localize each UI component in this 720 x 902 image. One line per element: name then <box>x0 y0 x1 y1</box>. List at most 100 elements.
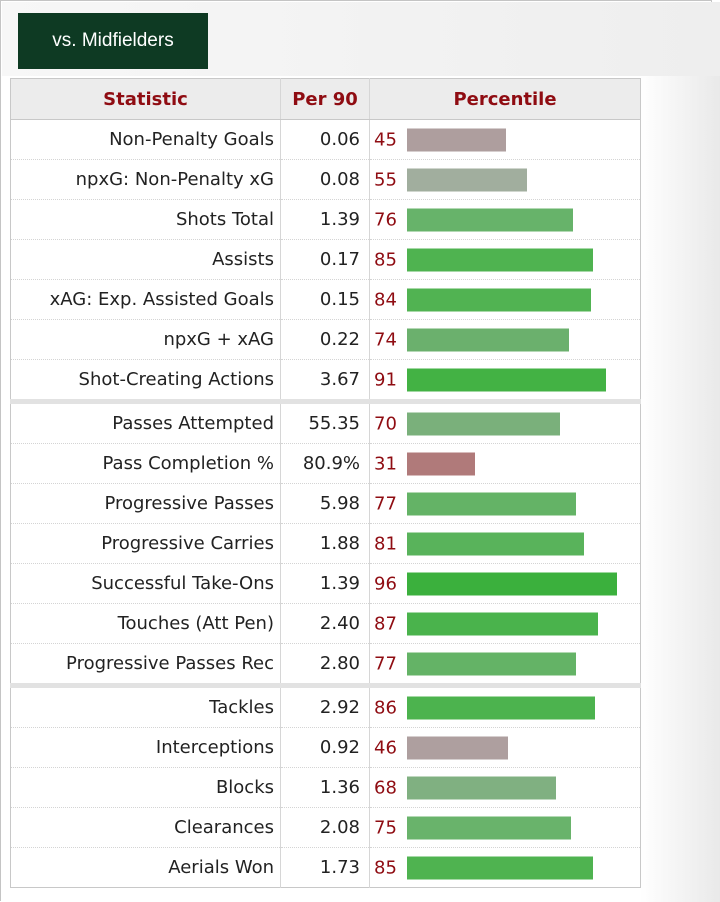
percentile-cell: 85 <box>369 847 641 888</box>
percentile-cell: 96 <box>369 563 641 604</box>
percentile-bar <box>407 856 593 879</box>
per-90-cell: 0.08 <box>280 159 370 200</box>
stat-name-cell: Assists <box>10 239 281 280</box>
percentile-cell: 84 <box>369 279 641 320</box>
stat-name-cell: Clearances <box>10 807 281 848</box>
table-row: Shot-Creating Actions 3.67 91 <box>10 359 641 402</box>
tab-vs-midfielders[interactable]: vs. Midfielders <box>18 13 208 69</box>
table-row: Clearances 2.08 75 <box>10 807 641 848</box>
percentile-value: 45 <box>374 129 397 150</box>
percentile-cell: 76 <box>369 199 641 240</box>
percentile-bar <box>407 532 584 555</box>
percentile-cell: 86 <box>369 683 641 728</box>
percentile-value: 74 <box>374 329 397 350</box>
stat-name-cell: xAG: Exp. Assisted Goals <box>10 279 281 320</box>
percentile-bar <box>407 288 591 311</box>
stat-name-cell: Touches (Att Pen) <box>10 603 281 644</box>
stat-name-cell: Successful Take-Ons <box>10 563 281 604</box>
table-row: npxG: Non-Penalty xG 0.08 55 <box>10 159 641 200</box>
table-row: xAG: Exp. Assisted Goals 0.15 84 <box>10 279 641 320</box>
table-row: Non-Penalty Goals 0.06 45 <box>10 119 641 160</box>
table-row: Successful Take-Ons 1.39 96 <box>10 563 641 604</box>
header-statistic[interactable]: Statistic <box>10 78 281 120</box>
percentile-bar <box>407 572 617 595</box>
percentile-cell: 70 <box>369 399 641 444</box>
stat-name-cell: npxG: Non-Penalty xG <box>10 159 281 200</box>
stat-name-cell: Interceptions <box>10 727 281 768</box>
percentile-value: 85 <box>374 857 397 878</box>
percentile-bar <box>407 208 573 231</box>
table-row: Assists 0.17 85 <box>10 239 641 280</box>
percentile-value: 86 <box>374 697 397 718</box>
stat-name-cell: Passes Attempted <box>10 399 281 444</box>
table-header-row: Statistic Per 90 Percentile <box>10 78 641 120</box>
stat-name-cell: Non-Penalty Goals <box>10 119 281 160</box>
per-90-cell: 1.39 <box>280 199 370 240</box>
stat-name-cell: Blocks <box>10 767 281 808</box>
stat-name-cell: npxG + xAG <box>10 319 281 360</box>
percentile-value: 84 <box>374 289 397 310</box>
table-row: Interceptions 0.92 46 <box>10 727 641 768</box>
percentile-value: 87 <box>374 613 397 634</box>
stat-name-cell: Shots Total <box>10 199 281 240</box>
stat-name-cell: Progressive Passes <box>10 483 281 524</box>
per-90-cell: 1.39 <box>280 563 370 604</box>
header-per-90[interactable]: Per 90 <box>280 78 370 120</box>
percentile-bar <box>407 368 606 391</box>
per-90-cell: 1.73 <box>280 847 370 888</box>
percentile-value: 68 <box>374 777 397 798</box>
percentile-bar <box>407 248 593 271</box>
percentile-bar <box>407 492 576 515</box>
table-row: Progressive Carries 1.88 81 <box>10 523 641 564</box>
percentile-cell: 55 <box>369 159 641 200</box>
percentile-value: 75 <box>374 817 397 838</box>
per-90-cell: 2.08 <box>280 807 370 848</box>
table-row: Blocks 1.36 68 <box>10 767 641 808</box>
percentile-bar <box>407 328 569 351</box>
table-row: Aerials Won 1.73 85 <box>10 847 641 888</box>
per-90-cell: 0.92 <box>280 727 370 768</box>
percentile-value: 85 <box>374 249 397 270</box>
stat-name-cell: Tackles <box>10 683 281 728</box>
table-row: Progressive Passes Rec 2.80 77 <box>10 643 641 686</box>
per-90-cell: 0.06 <box>280 119 370 160</box>
percentile-bar <box>407 412 560 435</box>
table-body: Non-Penalty Goals 0.06 45 npxG: Non-Penalty… <box>10 119 641 888</box>
percentile-cell: 81 <box>369 523 641 564</box>
percentile-bar <box>407 168 527 191</box>
percentile-cell: 68 <box>369 767 641 808</box>
percentile-cell: 87 <box>369 603 641 644</box>
percentile-cell: 85 <box>369 239 641 280</box>
percentile-bar <box>407 128 506 151</box>
percentile-bar <box>407 652 576 675</box>
percentile-cell: 75 <box>369 807 641 848</box>
percentile-cell: 46 <box>369 727 641 768</box>
panel-shadow <box>640 76 720 902</box>
per-90-cell: 2.92 <box>280 683 370 728</box>
per-90-cell: 3.67 <box>280 359 370 402</box>
percentile-bar <box>407 816 571 839</box>
per-90-cell: 2.80 <box>280 643 370 686</box>
percentile-cell: 31 <box>369 443 641 484</box>
percentile-value: 46 <box>374 737 397 758</box>
per-90-cell: 0.17 <box>280 239 370 280</box>
per-90-cell: 80.9% <box>280 443 370 484</box>
percentile-cell: 91 <box>369 359 641 402</box>
percentile-cell: 77 <box>369 643 641 686</box>
table-row: Shots Total 1.39 76 <box>10 199 641 240</box>
per-90-cell: 0.15 <box>280 279 370 320</box>
scouting-report-table: Statistic Per 90 Percentile Non-Penalty … <box>10 78 641 888</box>
stat-name-cell: Shot-Creating Actions <box>10 359 281 402</box>
table-row: Progressive Passes 5.98 77 <box>10 483 641 524</box>
percentile-value: 31 <box>374 453 397 474</box>
header-percentile[interactable]: Percentile <box>369 78 641 120</box>
percentile-value: 77 <box>374 653 397 674</box>
table-row: Pass Completion % 80.9% 31 <box>10 443 641 484</box>
percentile-value: 76 <box>374 209 397 230</box>
per-90-cell: 1.88 <box>280 523 370 564</box>
stat-name-cell: Aerials Won <box>10 847 281 888</box>
percentile-bar <box>407 776 556 799</box>
percentile-bar <box>407 696 595 719</box>
percentile-cell: 77 <box>369 483 641 524</box>
per-90-cell: 0.22 <box>280 319 370 360</box>
